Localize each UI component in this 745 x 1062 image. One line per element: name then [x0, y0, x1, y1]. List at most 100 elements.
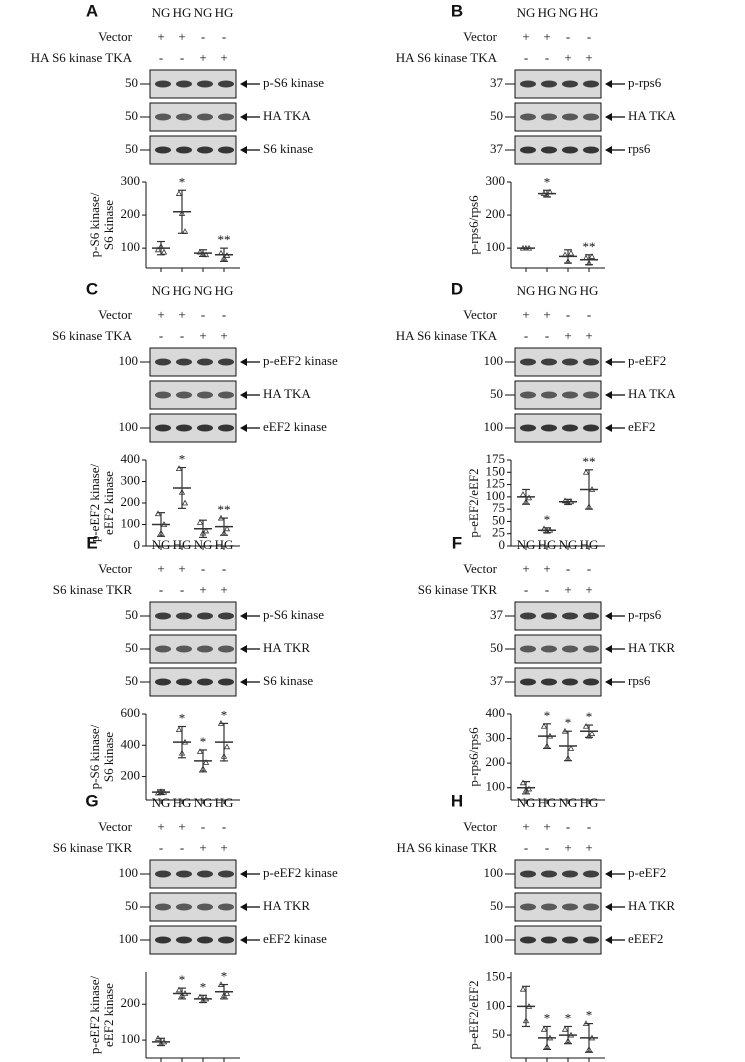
condition-label: S6 kinase TKR	[53, 582, 133, 597]
blot-band	[520, 903, 536, 911]
blot-band	[197, 612, 213, 620]
blot-band	[562, 678, 578, 686]
blot-band	[155, 612, 171, 620]
condition-sign: -	[222, 561, 226, 576]
condition-sign: -	[222, 307, 226, 322]
y-tick-label: 300	[121, 173, 141, 188]
condition-sign: -	[587, 819, 591, 834]
y-axis-label: p-rps6/rps6	[466, 727, 481, 787]
lane-label: HG	[215, 537, 234, 552]
blot-band	[583, 80, 599, 88]
y-axis-label: p-eEF2 kinase/	[87, 463, 102, 542]
mw-marker: 100	[119, 419, 139, 434]
condition-label: HA S6 kinase TKA	[396, 50, 498, 65]
condition-sign: -	[222, 29, 226, 44]
data-point	[543, 742, 551, 749]
mw-marker: 50	[490, 898, 503, 913]
data-point	[217, 981, 225, 987]
blot-band	[155, 903, 171, 911]
condition-sign: -	[545, 840, 549, 855]
arrow-head	[240, 424, 247, 432]
arrow-head	[605, 678, 612, 686]
arrow-head	[240, 870, 247, 878]
mw-marker: 100	[119, 931, 139, 946]
condition-sign: -	[524, 328, 528, 343]
data-point	[585, 1046, 593, 1052]
data-point	[522, 1017, 530, 1024]
data-point	[199, 765, 207, 772]
significance-mark: **	[583, 454, 596, 469]
mw-marker: 37	[490, 673, 504, 688]
mw-marker: 50	[125, 607, 138, 622]
data-point	[160, 521, 168, 527]
significance-mark: *	[179, 710, 186, 725]
panel-letter: G	[85, 791, 98, 810]
blot-band	[176, 113, 192, 121]
condition-sign: +	[220, 840, 227, 855]
blot-target: eEF2	[628, 419, 655, 434]
blot-target: p-eEF2	[628, 865, 666, 880]
blot-band	[562, 903, 578, 911]
y-tick-label: 125	[486, 476, 506, 491]
data-point	[175, 465, 183, 471]
blot-band	[155, 80, 171, 88]
condition-sign: +	[564, 582, 571, 597]
data-point	[196, 248, 204, 255]
condition-sign: -	[222, 819, 226, 834]
blot-target: eEEF2	[628, 931, 663, 946]
y-axis-label: eEF2 kinase	[101, 471, 116, 535]
blot-band	[541, 612, 557, 620]
arrow-head	[605, 424, 612, 432]
y-axis-label: p-rps6/rps6	[466, 195, 481, 255]
blot-band	[197, 936, 213, 944]
y-tick-label: 200	[121, 995, 141, 1010]
condition-label: HA S6 kinase TKR	[396, 840, 497, 855]
lane-label: NG	[517, 283, 536, 298]
data-point	[567, 1031, 575, 1038]
condition-sign: -	[159, 328, 163, 343]
lane-label: NG	[194, 283, 213, 298]
blot-band	[176, 424, 192, 432]
condition-sign: -	[587, 29, 591, 44]
blot-band	[541, 424, 557, 432]
blot-band	[197, 113, 213, 121]
arrow-head	[240, 903, 247, 911]
condition-sign: +	[543, 819, 550, 834]
blot-band	[218, 113, 234, 121]
data-point	[175, 726, 183, 733]
blot-band	[155, 645, 171, 653]
blot-band	[520, 358, 536, 366]
lane-label: NG	[559, 283, 578, 298]
data-point	[178, 210, 186, 216]
blot-band	[541, 903, 557, 911]
blot-band	[218, 146, 234, 154]
data-point	[564, 1037, 572, 1044]
lane-label: NG	[152, 283, 171, 298]
y-axis-label: S6 kinase	[101, 732, 116, 782]
condition-sign: +	[199, 328, 206, 343]
panel-letter: B	[451, 1, 463, 20]
lane-label: NG	[194, 795, 213, 810]
blot-target: p-rps6	[628, 75, 662, 90]
arrow-head	[605, 146, 612, 154]
blot-band	[218, 645, 234, 653]
mw-marker: 100	[119, 353, 139, 368]
condition-sign: -	[180, 50, 184, 65]
condition-sign: +	[522, 307, 529, 322]
data-point	[157, 1040, 165, 1047]
data-point	[582, 254, 590, 261]
data-point	[220, 752, 228, 759]
y-tick-label: 75	[492, 500, 505, 515]
data-point	[157, 788, 165, 794]
blot-band	[155, 678, 171, 686]
data-point	[196, 993, 204, 1000]
data-point	[154, 246, 162, 253]
panel-letter: F	[452, 533, 462, 552]
data-point	[588, 486, 596, 492]
blot-target: p-eEF2 kinase	[263, 865, 338, 880]
y-tick-label: 150	[486, 463, 506, 478]
blot-band	[541, 80, 557, 88]
blot-band	[520, 870, 536, 878]
condition-sign: -	[545, 582, 549, 597]
condition-sign: -	[566, 29, 570, 44]
